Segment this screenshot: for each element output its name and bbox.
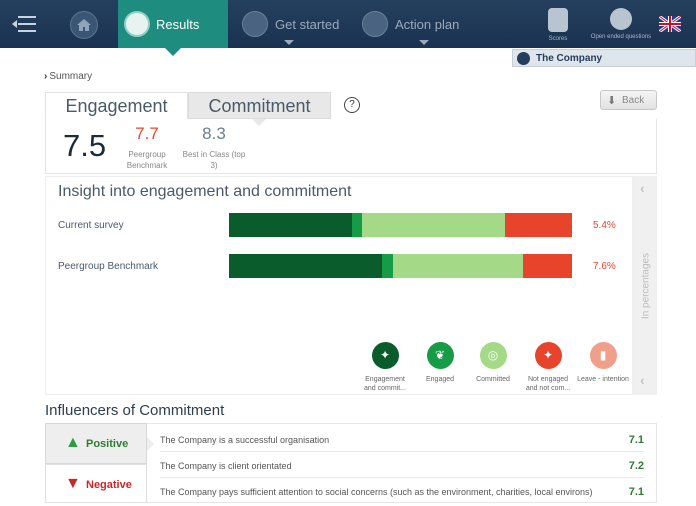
ribbon-icon: ❦ [426,342,454,369]
nav-get-started[interactable]: Get started [242,0,342,48]
peergroup-label: Peergroup Benchmark [126,150,168,170]
thumbs-down-icon: ▼ [65,475,81,492]
influencer-value: 7.2 [628,460,644,472]
nav-action-plan[interactable]: Action plan [362,0,462,48]
list-item: The Company pays sufficient attention to… [160,478,644,504]
bar-segment [352,213,363,237]
tab-positive[interactable]: ▲ Positive [45,423,154,464]
stacked-bar-current-survey [229,213,572,237]
rings-icon: ◎ [479,342,507,369]
best-in-class-label: Best in Class (top 3) [182,150,246,170]
back-label: Back [622,95,645,106]
insight-title: Insight into engagement and commitment [58,183,352,200]
legend-label: Leave - intention [577,376,629,383]
influencer-value: 7.1 [628,486,644,498]
uk-flag-icon[interactable] [659,16,681,32]
scores-icon [548,8,568,32]
tab-engagement[interactable]: Engagement [45,92,188,119]
door-icon: ▮ [589,342,617,369]
pin-icon [242,11,268,37]
row-pct-current-survey: 5.4% [593,220,616,231]
chevron-right-icon: › [44,71,48,82]
scores-button[interactable]: Scores [543,8,573,42]
stacked-bar-peergroup [229,254,572,278]
peergroup-score: 7.7 [135,124,159,143]
results-icon [124,11,150,37]
side-panel: ‹ ‹ [633,176,657,395]
main-score: 7.5 [63,128,107,163]
bar-segment [392,254,523,278]
influencer-value: 7.1 [628,434,644,446]
people-icon: ✦ [534,342,562,369]
best-in-class-score: 8.3 [202,124,226,143]
tab-results-label: Results [156,17,200,32]
tab-results[interactable]: Results [118,0,228,56]
home-icon[interactable] [70,11,98,39]
chevron-down-icon [419,40,429,45]
get-started-label: Get started [275,17,340,32]
company-selector[interactable]: The Company [512,49,696,67]
scores-panel [45,119,657,174]
company-name: The Company [536,53,603,64]
chevron-down-icon [284,40,294,45]
thumbs-up-icon: ▲ [65,434,81,451]
arrow-down-icon: ⬇ [607,95,617,107]
bar-segment [522,254,572,278]
breadcrumb-label: Summary [49,71,93,82]
scores-label: Scores [548,36,568,42]
row-label-peergroup: Peergroup Benchmark [58,261,159,272]
legend-label: Committed [476,376,510,383]
positive-label: Positive [86,438,129,450]
influencer-text: The Company pays sufficient attention to… [160,487,593,497]
open-ended-label: Open ended questions [590,34,652,40]
top-navigation-bar: Results Get started Action plan Scores O… [0,0,696,56]
open-ended-button[interactable]: Open ended questions [588,8,654,40]
influencer-text: The Company is a successful organisation [160,435,330,445]
bar-segment [362,213,506,237]
legend-leave-intention[interactable]: ▮ Leave - intention [577,342,629,384]
legend-label: Not engaged and not com... [525,376,571,392]
back-button[interactable]: ⬇ Back [600,90,657,110]
chevron-left-icon[interactable]: ‹ [640,372,645,388]
chevron-left-icon[interactable]: ‹ [640,180,645,196]
legend-engagement-and-commitment[interactable]: ✦ Engagement and commit... [359,342,411,393]
influencer-text: The Company is client orientated [160,461,292,471]
help-icon[interactable]: ? [344,97,360,113]
bar-segment [505,213,572,237]
speech-bubble-icon [610,8,632,30]
legend-not-engaged[interactable]: ✦ Not engaged and not com... [522,342,574,393]
list-item: The Company is a successful organisation… [160,426,644,452]
list-item: The Company is client orientated 7.2 [160,452,644,478]
tab-negative[interactable]: ▼ Negative [45,464,147,503]
legend-label: Engaged [425,376,455,383]
influencers-title: Influencers of Commitment [45,402,225,419]
bar-segment [229,213,353,237]
users-icon [517,52,530,65]
legend-label: Engagement and commit... [363,376,406,392]
tab-commitment[interactable]: Commitment [188,92,331,126]
legend-committed[interactable]: ◎ Committed [467,342,519,384]
side-panel-label: In percentages [640,252,652,320]
bar-segment [381,254,393,278]
row-label-current-survey: Current survey [58,220,124,231]
row-pct-peergroup: 7.6% [593,261,616,272]
legend-engaged[interactable]: ❦ Engaged [414,342,466,384]
menu-icon[interactable] [12,14,38,34]
target-icon [362,11,388,37]
bar-segment [229,254,382,278]
action-plan-label: Action plan [395,17,460,32]
people-icon: ✦ [371,342,399,369]
breadcrumb[interactable]: › Summary [44,71,92,82]
negative-label: Negative [86,479,132,491]
